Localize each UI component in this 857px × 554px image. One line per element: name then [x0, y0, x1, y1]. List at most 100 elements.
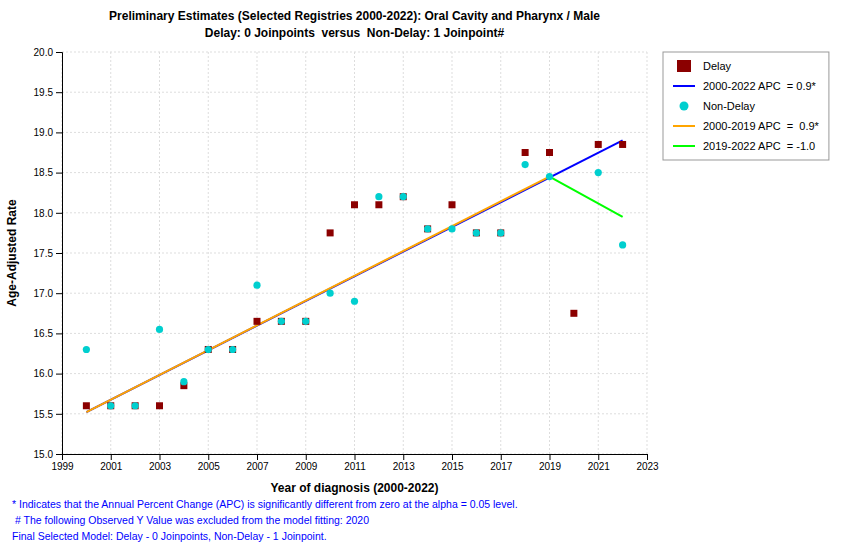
y-tick: 17.5 — [34, 248, 62, 259]
x-tick-label: 2001 — [100, 461, 123, 472]
x-tick-mark — [160, 454, 161, 460]
x-tick: 2007 — [246, 454, 269, 472]
y-tick: 16.5 — [34, 328, 62, 339]
y-tick: 15.0 — [34, 449, 62, 460]
x-tick: 2001 — [100, 454, 123, 472]
data-point — [156, 402, 163, 409]
data-point — [132, 402, 139, 409]
data-point — [83, 346, 90, 353]
data-point — [448, 225, 455, 232]
x-tick-mark — [647, 454, 648, 460]
y-tick-label: 15.0 — [34, 449, 54, 460]
legend-swatch — [673, 145, 695, 147]
data-point — [522, 161, 529, 168]
data-point — [375, 201, 382, 208]
x-tick-label: 1999 — [51, 461, 74, 472]
footnote: # The following Observed Y Value was exc… — [12, 514, 369, 526]
y-tick: 16.0 — [34, 368, 62, 379]
y-tick: 18.5 — [34, 167, 62, 178]
data-point — [180, 378, 187, 385]
y-tick-label: 17.0 — [34, 288, 54, 299]
data-point — [205, 346, 212, 353]
marks — [83, 140, 626, 412]
data-point — [327, 290, 334, 297]
x-tick-label: 2017 — [490, 461, 513, 472]
x-tick: 2011 — [344, 454, 366, 472]
y-axis-title: Age-Adjusted Rate — [5, 199, 19, 307]
footnote: Final Selected Model: Delay - 0 Joinpoin… — [12, 530, 327, 542]
x-tick-label: 2019 — [539, 461, 562, 472]
data-point — [473, 229, 480, 236]
data-point — [619, 141, 626, 148]
data-point — [375, 193, 382, 200]
y-tick-label: 19.0 — [34, 127, 54, 138]
data-point — [107, 402, 114, 409]
legend-label: Non-Delay — [703, 100, 755, 112]
x-tick: 2023 — [636, 454, 659, 472]
data-point — [400, 193, 407, 200]
y-tick-label: 16.5 — [34, 328, 54, 339]
data-point — [473, 229, 480, 236]
y-tick-label: 20.0 — [34, 47, 54, 58]
data-point — [327, 229, 334, 236]
trend-line — [550, 177, 623, 217]
plot: 1999200120032005200720092011201320152017… — [34, 47, 660, 472]
x-tick-mark — [208, 454, 209, 460]
data-point — [449, 201, 456, 208]
x-axis: 1999200120032005200720092011201320152017… — [51, 454, 659, 472]
x-tick-mark — [550, 454, 551, 460]
legend-label: 2000-2019 APC = 0.9* — [703, 120, 820, 132]
data-point — [619, 241, 626, 248]
y-axis: 15.015.516.016.517.017.518.018.519.019.5… — [34, 47, 63, 460]
x-axis-title: Year of diagnosis (2000-2022) — [270, 481, 438, 495]
x-tick: 2017 — [490, 454, 513, 472]
legend-swatch — [680, 102, 689, 111]
x-tick-mark — [355, 454, 356, 460]
data-point — [156, 326, 163, 333]
y-tick: 20.0 — [34, 47, 62, 58]
legend-item: Non-Delay — [680, 100, 756, 112]
y-tick-mark — [56, 454, 62, 455]
data-point — [132, 402, 139, 409]
x-tick-mark — [598, 454, 599, 460]
data-point — [278, 318, 285, 325]
x-tick-label: 2021 — [588, 461, 611, 472]
grid-line-y — [62, 373, 647, 374]
grid-line-y — [62, 92, 647, 93]
x-tick: 2003 — [149, 454, 172, 472]
x-tick-mark — [501, 454, 502, 460]
x-tick: 1999 — [51, 454, 74, 472]
y-tick-label: 18.5 — [34, 167, 54, 178]
legend-item: 2000-2019 APC = 0.9* — [673, 120, 820, 132]
data-point — [278, 318, 285, 325]
y-tick-label: 19.5 — [34, 87, 54, 98]
x-tick-mark — [257, 454, 258, 460]
y-tick-label: 15.5 — [34, 409, 54, 420]
data-point — [205, 346, 212, 353]
y-tick-label: 17.5 — [34, 248, 54, 259]
data-point — [570, 310, 577, 317]
y-tick-mark — [56, 293, 62, 294]
subtitle: Delay: 0 Joinpoints versus Non-Delay: 1 … — [205, 26, 505, 40]
grid-line-y — [62, 413, 647, 414]
grid-line-y — [62, 253, 647, 254]
point-series — [83, 141, 626, 409]
grid-line-y — [62, 52, 647, 53]
grid-line-x — [500, 52, 501, 454]
x-tick-label: 2015 — [441, 461, 464, 472]
legend-item: 2019-2022 APC = -1.0 — [673, 140, 815, 152]
x-tick-mark — [111, 454, 112, 460]
data-point — [497, 229, 504, 236]
grid-line-y — [62, 293, 647, 294]
grid-line-y — [62, 212, 647, 213]
y-tick: 17.0 — [34, 288, 62, 299]
grid-line-y — [62, 333, 647, 334]
data-point — [253, 282, 260, 289]
footnote: * Indicates that the Annual Percent Chan… — [12, 498, 518, 510]
data-point — [229, 346, 236, 353]
title: Preliminary Estimates (Selected Registri… — [109, 9, 600, 23]
grid-line-x — [549, 52, 550, 454]
y-tick-mark — [56, 253, 62, 254]
x-tick-label: 2003 — [149, 461, 172, 472]
x-tick: 2009 — [295, 454, 318, 472]
